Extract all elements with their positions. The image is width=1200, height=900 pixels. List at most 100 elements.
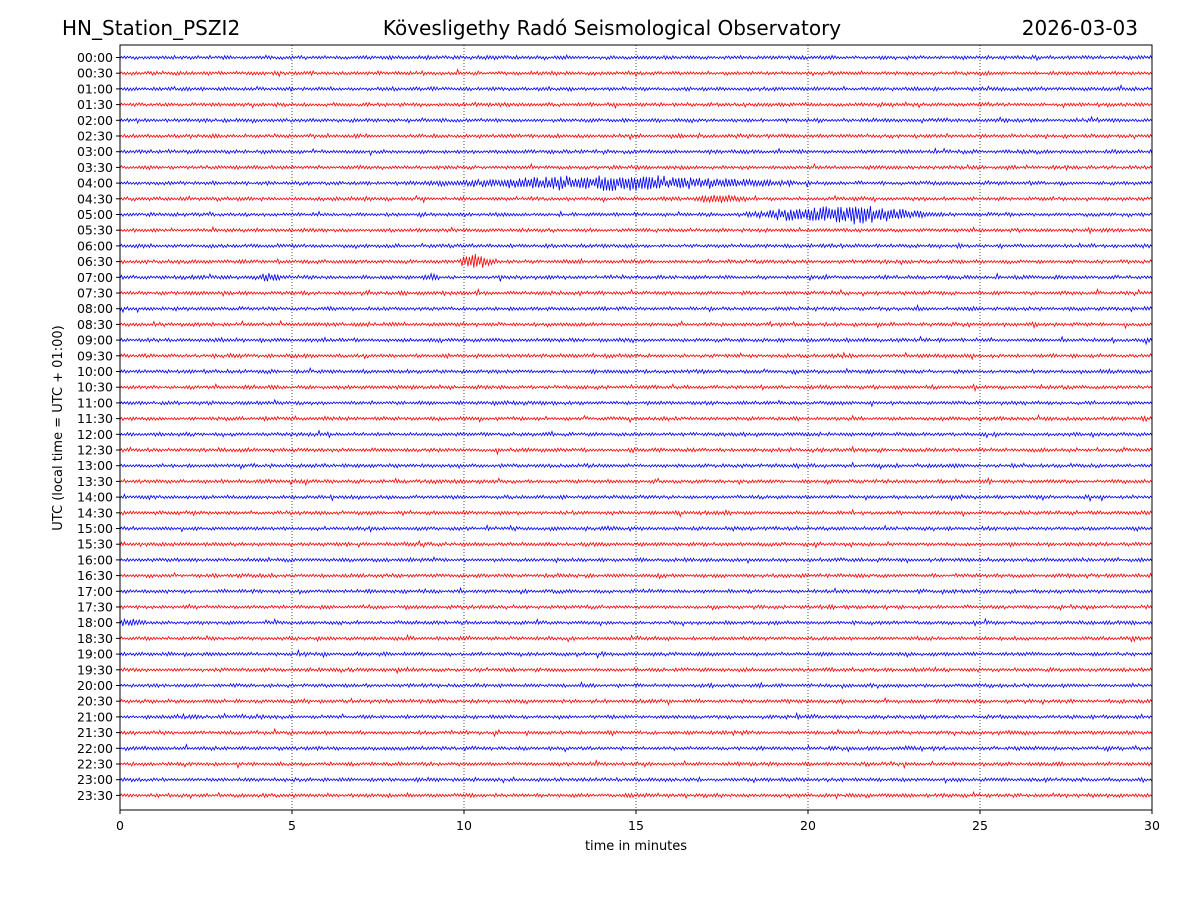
trace-1030 [119,383,1153,393]
date-title: 2026-03-03 [1022,16,1138,40]
trace-2200 [119,743,1153,753]
trace-0200 [119,115,1153,125]
y-tick-label: 18:00 [77,615,113,630]
trace-0000 [119,53,1153,62]
x-tick-label: 30 [1144,818,1160,833]
x-tick-label: 20 [800,818,816,833]
y-tick-label: 01:00 [77,81,113,96]
y-tick-label: 22:00 [77,741,113,756]
y-tick-label: 16:30 [77,568,113,583]
y-tick-label: 14:00 [77,490,113,505]
y-tick-label: 20:30 [77,694,113,709]
trace-1600 [119,556,1153,565]
y-tick-label: 08:00 [77,301,113,316]
trace-2030 [119,696,1153,706]
y-tick-label: 01:30 [77,97,113,112]
trace-2330 [119,790,1153,800]
y-tick-label: 00:30 [77,66,113,81]
y-tick-label: 05:00 [77,207,113,222]
trace-1630 [119,571,1153,580]
trace-1700 [119,586,1153,596]
y-tick-label: 13:30 [77,474,113,489]
y-tick-label: 10:30 [77,380,113,395]
y-tick-label: 11:30 [77,411,113,426]
trace-1900 [119,648,1153,660]
trace-0300 [119,147,1153,157]
y-tick-label: 07:00 [77,270,113,285]
trace-0330 [119,162,1153,172]
trace-1200 [119,429,1153,439]
y-axis-label: UTC (local time = UTC + 01:00) [51,325,66,530]
y-tick-label: 03:00 [77,144,113,159]
y-tick-label: 11:00 [77,395,113,410]
trace-1300 [119,461,1153,471]
station-title: HN_Station_PSZI2 [62,16,240,40]
y-tick-label: 05:30 [77,223,113,238]
y-tick-label: 03:30 [77,160,113,175]
y-tick-label: 02:30 [77,129,113,144]
trace-1930 [119,666,1153,675]
y-tick-label: 04:00 [77,176,113,191]
seismic-traces [119,53,1153,800]
x-tick-label: 0 [116,818,124,833]
y-tick-label: 23:00 [77,772,113,787]
trace-2130 [119,727,1153,738]
trace-0830 [119,319,1153,330]
y-axis-ticks: 00:0000:3001:0001:3002:0002:3003:0003:30… [77,50,120,803]
x-axis-ticks: 0 5 10 15 20 25 30 [116,810,1160,833]
trace-1430 [119,508,1153,518]
y-tick-label: 09:00 [77,333,113,348]
y-tick-label: 13:00 [77,458,113,473]
plot-frame [119,44,1153,811]
trace-0500 [119,205,1153,225]
y-tick-label: 10:00 [77,364,113,379]
observatory-title: Kövesligethy Radó Seismological Observat… [383,16,841,40]
y-tick-label: 20:00 [77,678,113,693]
trace-0930 [119,351,1153,361]
trace-0230 [119,132,1153,141]
x-axis-label: time in minutes [585,839,687,854]
trace-0400 [119,175,1153,192]
y-tick-label: 21:00 [77,709,113,724]
y-tick-label: 19:00 [77,647,113,662]
trace-0430 [119,194,1153,204]
y-tick-label: 17:30 [77,600,113,615]
trace-2100 [119,711,1153,721]
y-tick-label: 00:00 [77,50,113,65]
trace-1000 [119,366,1153,376]
trace-0130 [119,101,1153,110]
trace-1730 [119,603,1153,612]
y-tick-label: 22:30 [77,757,113,772]
y-tick-label: 07:30 [77,286,113,301]
y-tick-label: 15:30 [77,537,113,552]
y-tick-label: 06:00 [77,238,113,253]
y-tick-label: 15:00 [77,521,113,536]
trace-1500 [119,524,1153,534]
x-tick-label: 5 [288,818,296,833]
trace-1830 [119,633,1153,643]
y-tick-label: 12:30 [77,443,113,458]
trace-1230 [119,445,1153,456]
y-tick-label: 06:30 [77,254,113,269]
trace-0030 [119,68,1153,78]
trace-1130 [119,413,1153,424]
y-tick-label: 08:30 [77,317,113,332]
trace-0900 [119,335,1153,346]
trace-0600 [119,241,1153,250]
trace-1800 [119,617,1153,627]
trace-0100 [119,83,1153,93]
trace-1330 [119,476,1153,487]
y-tick-label: 04:30 [77,191,113,206]
y-tick-label: 17:00 [77,584,113,599]
trace-2230 [119,759,1153,770]
trace-0530 [119,225,1153,235]
x-tick-label: 10 [456,818,472,833]
trace-2300 [119,776,1153,785]
y-tick-label: 02:00 [77,113,113,128]
trace-0700 [119,272,1153,282]
y-tick-label: 12:00 [77,427,113,442]
y-tick-label: 09:30 [77,348,113,363]
y-tick-label: 14:30 [77,505,113,520]
